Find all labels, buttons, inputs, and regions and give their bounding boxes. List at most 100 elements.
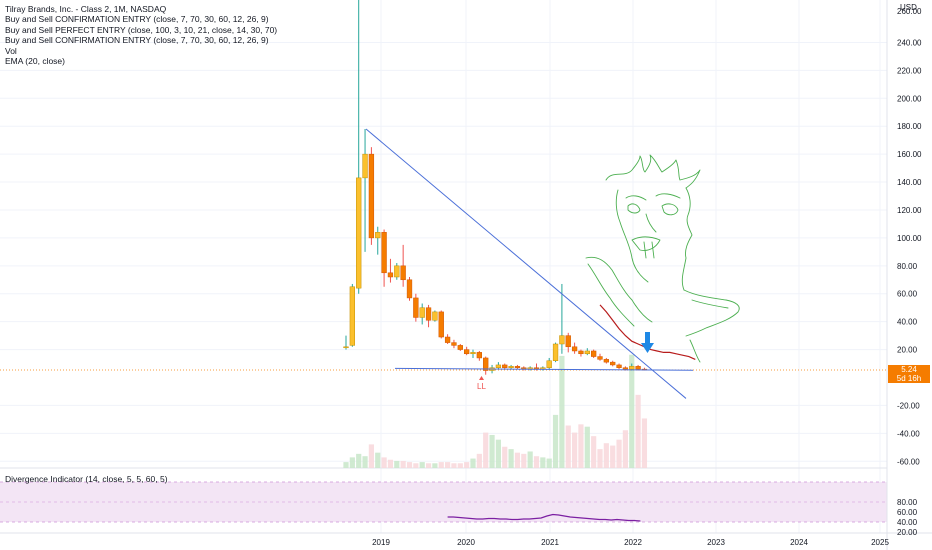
volume-bar <box>445 462 451 468</box>
candle-body <box>413 297 419 318</box>
volume-bar <box>495 439 501 468</box>
time-tick-label: 2022 <box>624 538 642 547</box>
time-tick-label: 2020 <box>457 538 475 547</box>
volume-bars <box>343 354 648 468</box>
indicator-legend-vol[interactable]: Vol <box>5 45 17 56</box>
freehand-drawing[interactable] <box>585 154 740 363</box>
indicator-legend-1[interactable]: Buy and Sell CONFIRMATION ENTRY (close, … <box>5 14 269 25</box>
candle-body <box>432 311 438 321</box>
volume-bar <box>387 459 394 468</box>
time-axis[interactable]: 2019 2020 2021 2022 2023 2024 2025 <box>372 538 889 547</box>
candle-body <box>451 342 457 346</box>
rsi-line <box>447 513 641 522</box>
candle-body <box>457 345 463 350</box>
candle-body <box>591 350 597 357</box>
volume-bar <box>635 394 641 468</box>
price-tick-label: 140.00 <box>897 178 922 187</box>
candle-body <box>381 232 387 274</box>
volume-bar <box>368 444 374 468</box>
price-tick-label: -60.00 <box>897 457 920 466</box>
candle-body <box>552 343 559 361</box>
indicator-legend-2[interactable]: Buy and Sell PERFECT ENTRY (close, 100, … <box>5 24 278 35</box>
descending-trendline[interactable] <box>365 128 687 399</box>
volume-bar <box>508 449 514 468</box>
price-tick-label: 180.00 <box>897 122 922 131</box>
bar-countdown: 5d 16h <box>896 374 922 383</box>
price-tick-label: 120.00 <box>897 206 922 215</box>
divergence-indicator-legend[interactable]: Divergence Indicator (14, close, 5, 5, 6… <box>5 474 168 484</box>
volume-bar <box>381 457 387 468</box>
price-tick-label: 60.00 <box>897 290 918 299</box>
volume-bar <box>406 462 413 468</box>
candle-body <box>559 335 565 345</box>
candle-body <box>470 352 476 355</box>
last-price-value: 5.24 <box>901 365 917 374</box>
candle-body <box>400 265 406 281</box>
candle-body <box>419 307 425 318</box>
volume-bar <box>603 443 609 468</box>
volume-bar <box>521 453 527 468</box>
candle-body <box>597 356 603 360</box>
volume-bar <box>413 463 419 468</box>
candle-body <box>438 311 444 338</box>
candle-body <box>610 361 616 366</box>
volume-bar <box>457 463 463 468</box>
volume-bar <box>622 430 628 468</box>
candle-body <box>387 272 394 278</box>
price-axis[interactable]: -60.00 -40.00 -20.00 20.00 40.00 60.00 80.00 10… <box>897 7 922 466</box>
candle-body <box>571 346 578 352</box>
volume-bar <box>616 439 622 468</box>
rsi-tick-label: 80.00 <box>897 498 918 507</box>
price-tick-label: 240.00 <box>897 38 922 47</box>
price-tick-label: 20.00 <box>897 346 918 355</box>
candles <box>343 0 648 375</box>
ll-marker: LL <box>477 376 486 391</box>
indicator-legend-3[interactable]: Buy and Sell CONFIRMATION ENTRY (close, … <box>5 35 269 46</box>
price-tick-label-top: 260.00 <box>897 7 922 16</box>
price-tick-label: 160.00 <box>897 150 922 159</box>
symbol-title[interactable]: Tilray Brands, Inc. - Class 2, 1M, NASDA… <box>5 4 167 14</box>
volume-bar <box>483 432 489 468</box>
candle-body <box>464 349 470 355</box>
price-tick-label: -40.00 <box>897 429 920 438</box>
volume-bar <box>451 463 457 468</box>
price-tick-label: 200.00 <box>897 94 922 103</box>
candle-body <box>476 352 483 359</box>
time-tick-label: 2023 <box>707 538 725 547</box>
support-trendline[interactable] <box>394 367 694 371</box>
candle-body <box>368 153 375 239</box>
volume-bar <box>540 457 546 468</box>
candle-body <box>616 364 622 368</box>
price-tick-label: 100.00 <box>897 234 922 243</box>
rsi-tick-label: 40.00 <box>897 518 918 527</box>
volume-bar <box>476 453 482 468</box>
volume-bar <box>425 463 432 468</box>
volume-bar <box>527 451 533 468</box>
candle-body <box>495 364 502 368</box>
candle-body <box>603 359 610 363</box>
candle-body <box>356 177 362 289</box>
candle-body <box>546 360 552 368</box>
volume-bar <box>629 354 635 468</box>
candle-body <box>375 232 381 239</box>
candle-body <box>508 366 514 368</box>
volume-bar <box>610 445 616 468</box>
volume-bar <box>591 436 597 468</box>
volume-bar <box>470 458 476 468</box>
time-tick-label: 2021 <box>541 538 559 547</box>
rsi-tick-label: 20.00 <box>897 528 918 537</box>
volume-bar <box>362 456 368 468</box>
price-tick-label: 220.00 <box>897 66 922 75</box>
volume-bar <box>546 458 552 468</box>
volume-bar <box>343 462 349 468</box>
price-tick-label: 40.00 <box>897 318 918 327</box>
volume-bar <box>559 355 565 468</box>
volume-bar <box>464 462 470 468</box>
volume-bar <box>349 457 355 468</box>
indicator-legend-ema[interactable]: EMA (20, close) <box>5 56 65 67</box>
time-tick-label: 2025 <box>871 538 889 547</box>
candle-body <box>406 279 413 299</box>
currency-label[interactable]: USD <box>900 3 917 12</box>
volume-bar <box>578 424 584 468</box>
